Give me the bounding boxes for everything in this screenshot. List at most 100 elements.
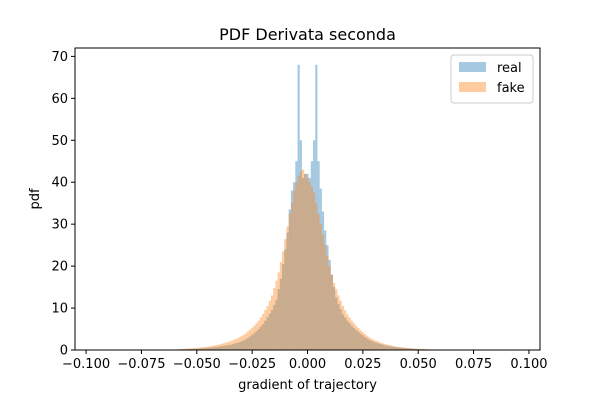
- x-tick-label: 0.000: [289, 357, 326, 372]
- bar-fake: [295, 182, 298, 350]
- x-axis-label: gradient of trajectory: [238, 378, 377, 393]
- bar-fake: [408, 348, 411, 350]
- bar-real: [293, 182, 296, 350]
- bar-real: [213, 347, 216, 350]
- legend-swatch-real: [459, 62, 486, 72]
- bar-real: [202, 348, 205, 350]
- bar-fake: [412, 348, 415, 350]
- bar-real: [308, 178, 311, 350]
- bar-fake: [359, 330, 362, 350]
- bar-real: [372, 342, 376, 350]
- bar-fake: [388, 345, 391, 350]
- bar-real: [222, 345, 225, 350]
- y-tick-label: 20: [51, 260, 68, 275]
- bar-fake: [202, 347, 205, 350]
- bar-real: [390, 346, 393, 350]
- bar-real: [211, 347, 214, 350]
- x-tick-label: −0.050: [173, 357, 221, 372]
- bar-real: [410, 348, 413, 350]
- bar-real: [403, 348, 407, 350]
- bar-real: [235, 342, 238, 350]
- y-tick-label: 70: [51, 50, 68, 65]
- bar-real: [359, 333, 362, 350]
- y-tick-label: 0: [60, 344, 68, 359]
- bar-fake: [324, 245, 327, 350]
- bar-real: [228, 344, 232, 350]
- legend: real fake: [450, 54, 534, 104]
- bar-fake: [262, 313, 265, 350]
- bar-real: [397, 347, 400, 350]
- bar-fake: [215, 344, 218, 350]
- bar-fake: [226, 342, 229, 350]
- bar-fake: [290, 203, 294, 350]
- bar-real: [394, 347, 398, 350]
- bar-fake: [306, 178, 309, 350]
- bar-fake: [193, 348, 196, 350]
- bar-real: [226, 345, 229, 350]
- bar-fake: [417, 348, 420, 350]
- bar-fake: [235, 338, 238, 350]
- bar-real: [375, 342, 378, 350]
- x-tick-label: −0.100: [62, 357, 110, 372]
- y-axis: 0 10 20 30 40 50 60 70: [51, 50, 75, 359]
- bar-real: [286, 232, 289, 350]
- bar-fake: [286, 226, 289, 350]
- bar-real: [392, 346, 395, 350]
- bar-real: [255, 331, 258, 351]
- bar-real: [328, 259, 331, 350]
- bar-real: [319, 188, 322, 350]
- bar-fake: [259, 317, 263, 350]
- y-axis-label: pdf: [28, 188, 43, 210]
- x-tick-label: 0.075: [455, 357, 492, 372]
- bar-real: [191, 348, 194, 350]
- bar-real: [244, 339, 247, 350]
- bar-real: [370, 340, 373, 350]
- bar-real: [251, 334, 254, 350]
- bar-real: [253, 333, 256, 350]
- legend-box: [450, 54, 534, 104]
- bar-fake: [375, 340, 378, 350]
- y-tick-label: 30: [51, 218, 68, 233]
- bar-real: [275, 299, 278, 350]
- bar-fake: [282, 251, 285, 350]
- bar-real: [277, 289, 280, 350]
- bar-fake: [355, 325, 358, 350]
- bar-fake: [361, 332, 364, 350]
- bar-fake: [239, 336, 243, 350]
- bar-fake: [372, 339, 376, 350]
- bar-fake: [204, 346, 207, 350]
- bar-fake: [326, 255, 329, 351]
- bar-fake: [182, 348, 185, 350]
- bar-fake: [264, 309, 267, 350]
- bar-real: [224, 345, 227, 350]
- bar-fake: [266, 305, 269, 350]
- bar-real: [206, 347, 209, 350]
- legend-label-real: real: [497, 61, 522, 76]
- bar-real: [412, 348, 415, 350]
- bar-fake: [348, 317, 351, 350]
- bar-fake: [397, 346, 400, 350]
- bar-fake: [273, 288, 276, 350]
- bar-real: [282, 264, 285, 350]
- bar-fake: [197, 347, 201, 350]
- bar-fake: [270, 295, 274, 350]
- bar-real: [237, 342, 240, 350]
- bar-fake: [381, 343, 384, 350]
- bar-real: [341, 314, 345, 350]
- bar-fake: [368, 337, 371, 350]
- x-tick-label: 0.100: [510, 357, 547, 372]
- bar-fake: [275, 280, 278, 350]
- bar-fake: [299, 171, 302, 350]
- bar-real: [386, 345, 389, 350]
- bar-fake: [268, 300, 271, 350]
- x-tick-label: −0.075: [117, 357, 165, 372]
- bar-real: [195, 348, 198, 350]
- bar-fake: [390, 345, 393, 350]
- bar-fake: [251, 327, 254, 350]
- bar-real: [350, 325, 353, 350]
- bar-real: [352, 327, 356, 350]
- series-fake-bars: [173, 169, 442, 351]
- bar-real: [377, 343, 380, 350]
- bar-fake: [242, 335, 245, 350]
- bar-fake: [410, 348, 413, 350]
